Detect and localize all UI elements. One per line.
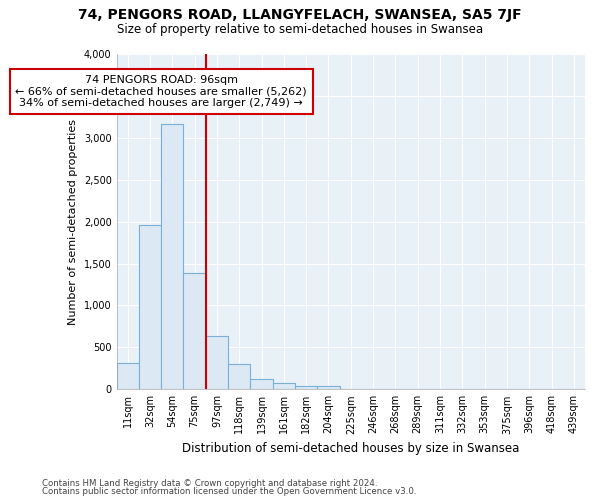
Y-axis label: Number of semi-detached properties: Number of semi-detached properties [68,118,78,324]
Text: Contains public sector information licensed under the Open Government Licence v3: Contains public sector information licen… [42,488,416,496]
Text: Size of property relative to semi-detached houses in Swansea: Size of property relative to semi-detach… [117,22,483,36]
Bar [250,379,272,390]
Bar [139,225,161,390]
Bar [116,364,139,390]
Text: 74 PENGORS ROAD: 96sqm
← 66% of semi-detached houses are smaller (5,262)
34% of : 74 PENGORS ROAD: 96sqm ← 66% of semi-det… [16,75,307,108]
Text: Contains HM Land Registry data © Crown copyright and database right 2024.: Contains HM Land Registry data © Crown c… [42,478,377,488]
X-axis label: Distribution of semi-detached houses by size in Swansea: Distribution of semi-detached houses by … [182,442,520,455]
Text: 74, PENGORS ROAD, LLANGYFELACH, SWANSEA, SA5 7JF: 74, PENGORS ROAD, LLANGYFELACH, SWANSEA,… [78,8,522,22]
Bar [161,124,184,390]
Bar [295,386,317,390]
Bar [317,386,340,390]
Bar [206,336,228,390]
Bar [184,273,206,390]
Bar [228,364,250,390]
Bar [272,383,295,390]
